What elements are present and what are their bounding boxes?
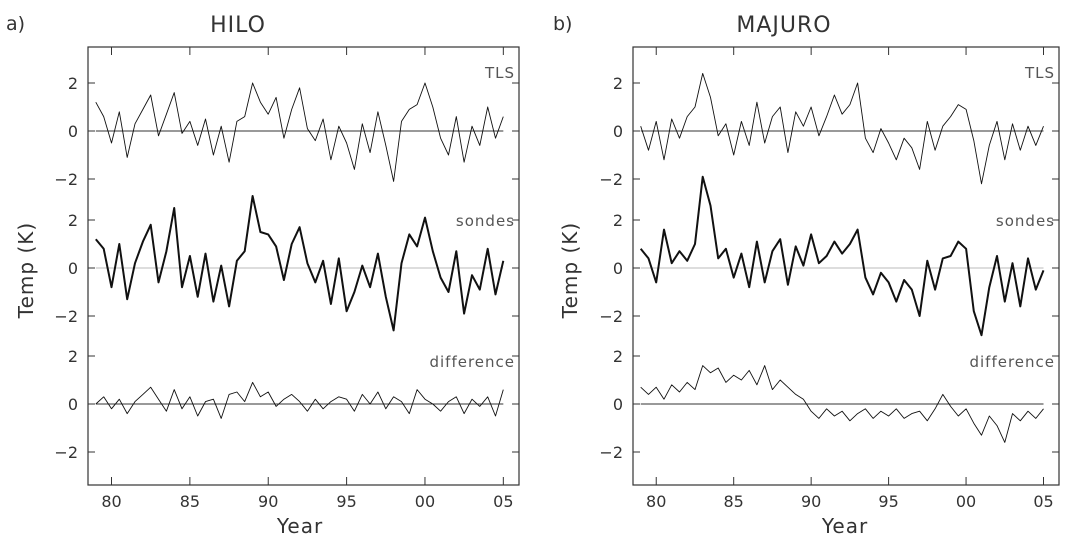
y-tick-label: 2: [613, 74, 623, 93]
series-line-difference: [640, 365, 1044, 443]
x-tick-label: 00: [956, 492, 976, 511]
y-tick-label: 0: [613, 259, 623, 278]
x-tick-label: 90: [258, 492, 278, 511]
series-label: sondes: [456, 212, 515, 230]
series-line-sondes: [95, 195, 505, 332]
y-tick-label: −2: [54, 307, 78, 326]
series-label: TLS: [484, 64, 515, 82]
x-tick-label: 80: [646, 492, 666, 511]
panel-title: HILO: [210, 13, 266, 38]
y-tick-label: −2: [54, 170, 78, 189]
series-line-TLS: [95, 82, 504, 182]
panel-title: MAJURO: [736, 13, 831, 38]
y-tick-label: 2: [613, 347, 623, 366]
plot-frame: [87, 46, 520, 486]
x-tick-label: 05: [1033, 492, 1053, 511]
x-tick-label: 95: [878, 492, 898, 511]
x-tick-label: 85: [180, 492, 200, 511]
x-tick-label: 00: [415, 492, 435, 511]
x-tick-label: 80: [101, 492, 121, 511]
y-tick-label: 0: [613, 122, 623, 141]
series-label: difference: [429, 353, 515, 371]
y-tick-label: −2: [599, 307, 623, 326]
series-label: sondes: [996, 212, 1055, 230]
y-tick-label: 2: [613, 211, 623, 230]
y-tick-label: 0: [68, 395, 78, 414]
y-tick-label: 2: [68, 211, 78, 230]
x-tick-label: 85: [724, 492, 744, 511]
y-tick-label: −2: [599, 443, 623, 462]
y-tick-label: 0: [613, 395, 623, 414]
panel-letter: a): [6, 13, 25, 35]
plot-frame: [632, 46, 1060, 486]
y-tick-label: 0: [68, 259, 78, 278]
panel-hilo: a) HILO Temp (K) Year 80 85 90 95 00 0520−220…: [6, 13, 520, 538]
y-tick-label: 2: [68, 347, 78, 366]
series-label: TLS: [1024, 64, 1055, 82]
series-line-sondes: [639, 175, 1045, 337]
y-tick-label: 2: [68, 74, 78, 93]
series-line-difference: [95, 381, 504, 419]
panel-letter: b): [553, 13, 572, 35]
series-line-TLS: [640, 72, 1044, 185]
y-tick-label: −2: [54, 443, 78, 462]
y-tick-label: −2: [599, 170, 623, 189]
x-axis-label: Year: [276, 514, 323, 538]
y-axis-label: Temp (K): [14, 222, 38, 319]
x-tick-label: 95: [336, 492, 356, 511]
y-axis-label: Temp (K): [558, 222, 582, 319]
x-tick-label: 05: [493, 492, 513, 511]
series-label: difference: [969, 353, 1055, 371]
x-tick-label: 90: [801, 492, 821, 511]
x-axis-label: Year: [821, 514, 868, 538]
y-tick-label: 0: [68, 122, 78, 141]
panel-majuro: b) MAJURO Temp (K) Year 80 85 90 95 00 0520−2…: [553, 13, 1060, 538]
